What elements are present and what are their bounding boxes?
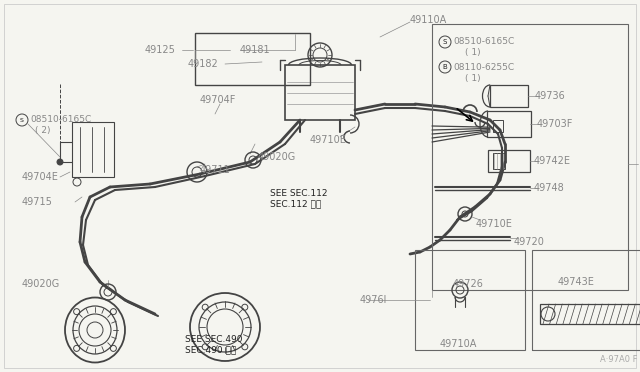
Circle shape (57, 159, 63, 165)
Text: 49710E: 49710E (476, 219, 513, 229)
Text: 49020G: 49020G (258, 152, 296, 162)
Bar (532, 250, 640, 350)
Text: 49110A: 49110A (410, 15, 447, 25)
Bar (493, 153, 505, 169)
Bar (195, 33, 310, 85)
Text: ( 1): ( 1) (465, 74, 481, 83)
Text: S: S (20, 118, 24, 122)
Text: 08510-6165C: 08510-6165C (453, 38, 515, 46)
Text: 49720: 49720 (514, 237, 545, 247)
Text: ( 1): ( 1) (465, 48, 481, 58)
Bar (490, 85, 528, 107)
Text: 49748: 49748 (534, 183, 564, 193)
Text: 49125: 49125 (145, 45, 176, 55)
Text: 4976l: 4976l (360, 295, 387, 305)
Text: B: B (443, 64, 447, 70)
Text: 49726: 49726 (453, 279, 484, 289)
Bar (285, 65, 355, 120)
Text: SEE SEC.490: SEE SEC.490 (185, 336, 243, 344)
Text: 49742E: 49742E (534, 156, 571, 166)
Text: ( 2): ( 2) (35, 125, 51, 135)
Text: 08510-6165C: 08510-6165C (30, 115, 92, 125)
Bar (72, 122, 114, 177)
Text: 49743E: 49743E (558, 277, 595, 287)
Bar (493, 120, 503, 132)
Text: 49715: 49715 (22, 197, 53, 207)
Text: 49711: 49711 (200, 165, 231, 175)
Bar (415, 250, 525, 350)
Text: S: S (443, 39, 447, 45)
Text: 49736: 49736 (535, 91, 566, 101)
Text: SEC.112 参照: SEC.112 参照 (270, 199, 321, 208)
Text: SEE SEC.112: SEE SEC.112 (270, 189, 328, 199)
Text: A·97A0 F: A·97A0 F (600, 356, 637, 365)
Bar (487, 111, 531, 137)
Text: 49710E: 49710E (310, 135, 347, 145)
Bar (432, 24, 628, 290)
Text: 49704F: 49704F (200, 95, 236, 105)
Text: SEC.490 参照: SEC.490 参照 (185, 346, 236, 355)
Text: 49020G: 49020G (22, 279, 60, 289)
Text: 49704E: 49704E (22, 172, 59, 182)
Text: 49703F: 49703F (537, 119, 573, 129)
Bar (488, 150, 530, 172)
Bar (540, 304, 640, 324)
Text: 49182: 49182 (188, 59, 219, 69)
Text: 08110-6255C: 08110-6255C (453, 62, 514, 71)
Text: 49710A: 49710A (440, 339, 477, 349)
Text: 49181: 49181 (240, 45, 271, 55)
